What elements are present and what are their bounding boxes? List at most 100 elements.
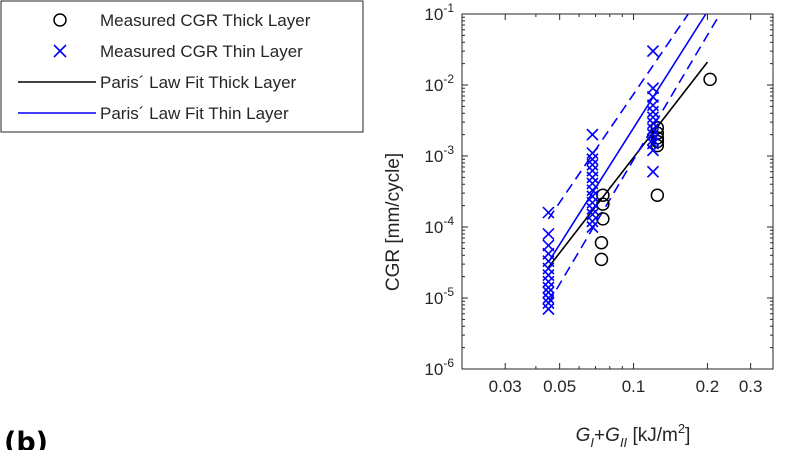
thin-layer-point [586,153,599,166]
thin-layer-point [586,158,599,171]
y-tick-label: 10-2 [424,72,454,95]
thin-layer-point-stroke-b [586,202,599,215]
thin-layer-point-stroke-b [646,111,660,124]
x-tick-label: 0.1 [622,377,646,396]
plot-marks [542,14,721,316]
y-tick-base: 10 [424,76,443,95]
thin-layer-point [542,302,555,316]
x-label-sub1: I [590,435,594,450]
thin-layer-point [646,82,660,95]
thin-layer-point [542,281,555,294]
x-label-unit: [kJ/m [627,425,678,446]
thin-layer-point [542,227,555,240]
thin-layer-point [646,111,660,124]
thin-layer-point [586,220,599,234]
thin-layer-point-stroke-b [646,165,660,178]
legend-box [0,0,364,133]
legend-circle-marker [53,13,67,27]
thin-layer-point-stroke-b [586,146,599,160]
thick-layer-point [594,252,609,267]
y-tick-label: 10-5 [424,285,454,308]
y-tick-exponent: -2 [443,72,454,86]
x-tick-label: 0.05 [543,377,576,396]
thin-layer-point [542,296,555,310]
legend-entry: Paris´ Law Fit Thick Layer [18,73,297,92]
thin-layer-point-stroke-b [646,133,660,146]
thin-layer-point-stroke-b [646,45,660,58]
thin-layer-point [646,122,660,136]
thin-layer-point-stroke-b [542,302,555,316]
thin-layer-point [542,269,555,282]
y-tick-label: 10-3 [424,143,454,166]
y-tick-exponent: -5 [443,285,454,299]
thin-layer-point-stroke-b [646,82,660,95]
thin-layer-point [646,133,660,146]
x-label-g2: G [605,425,620,446]
y-tick-base: 10 [424,5,443,24]
y-tick-base: 10 [424,147,443,166]
thick-layer-point [703,72,717,87]
fit-bound-line [547,14,689,220]
x-axis-label: GI+GII [kJ/m2] [576,421,691,450]
x-tick-label: 0.03 [489,377,522,396]
thin-layer-point [646,128,660,141]
tick-labels: 0.03 0.05 0.1 0.2 0.310-610-510-410-310-210-… [424,1,762,396]
thin-layer-point-stroke-b [586,196,599,209]
thin-layer-point-stroke-b [586,158,599,171]
y-tick-exponent: -1 [443,1,454,15]
thin-layer-point-stroke-b [646,105,660,118]
x-label-close: ] [685,425,690,446]
thin-layer-point [542,291,555,305]
thin-layer-point [542,206,555,219]
thin-layer-point-stroke-b [542,206,555,219]
thin-layer-point [586,171,599,184]
legend-x-marker-b [53,44,67,58]
thin-layer-point-stroke-b [646,117,660,130]
thin-layer-point-stroke-b [542,281,555,294]
legend-label: Paris´ Law Fit Thick Layer [100,73,297,92]
x-label-plus: + [594,425,605,446]
y-tick-label: 10-6 [424,356,454,379]
x-tick-label: 0.3 [739,377,763,396]
thin-layer-point-stroke-b [586,128,599,141]
y-tick-base: 10 [424,218,443,237]
thin-layer-point [646,45,660,58]
thin-layer-point [542,286,555,299]
legend-label: Measured CGR Thin Layer [100,42,303,61]
thin-layer-point-stroke-b [646,128,660,141]
x-label-sup: 2 [678,421,685,436]
x-label-sub2: II [620,435,628,450]
thin-layer-point-stroke-b [542,275,555,288]
thin-layer-point-stroke-b [646,122,660,136]
thin-layer-point-stroke-b [542,286,555,299]
y-tick-exponent: -6 [443,356,454,370]
fit-line [547,14,707,263]
y-tick-label: 10-4 [424,214,454,237]
thin-layer-point [646,165,660,178]
fit-bound-line [547,14,721,304]
thin-layer-point-stroke-b [586,171,599,184]
thin-layer-point [586,202,599,215]
thin-layer-point [586,184,599,197]
fit-line [547,61,709,268]
y-tick-exponent: -4 [443,214,454,228]
thin-layer-point [646,105,660,118]
thin-layer-point [586,196,599,209]
thin-layer-point [586,146,599,160]
thick-layer-point [650,188,665,203]
y-tick-base: 10 [424,360,443,379]
legend-entry: Measured CGR Thick Layer [53,11,311,30]
x-label-g1: G [576,425,591,446]
thin-layer-point-stroke-b [586,153,599,166]
thin-layer-point-stroke-b [542,227,555,240]
thin-layer-point-stroke-b [586,215,599,228]
y-tick-exponent: -3 [443,143,454,157]
thin-layer-point [586,128,599,141]
y-axis-label: CGR [mm/cycle] [383,153,404,291]
legend-entry: Measured CGR Thin Layer [53,42,303,61]
panel-label: (b) [4,427,48,450]
thin-layer-point-stroke-b [542,291,555,305]
thin-layer-point-stroke-b [586,184,599,197]
thin-layer-point-stroke-b [586,220,599,234]
